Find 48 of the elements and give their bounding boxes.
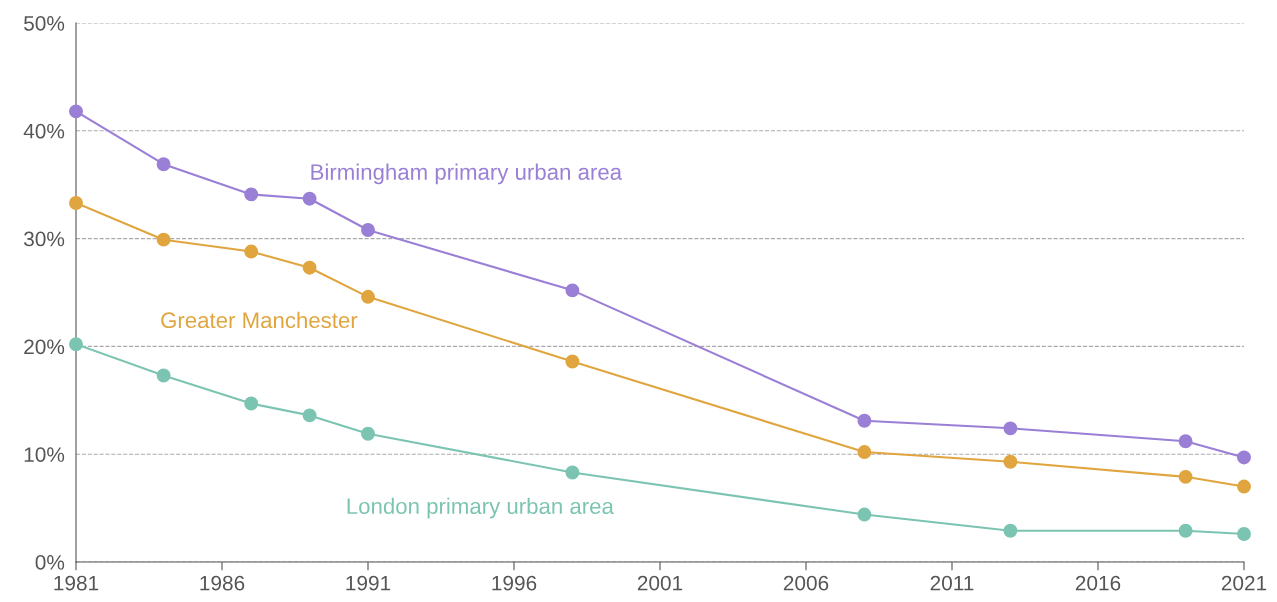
point [1003, 523, 1018, 538]
x-tick-label: 2021 [1221, 575, 1267, 591]
point [302, 191, 317, 206]
point [857, 445, 872, 459]
y-tick-label: 50% [24, 16, 65, 31]
x-tick-label: 2006 [783, 575, 829, 591]
point [1237, 479, 1251, 494]
x-tick-label: 2016 [1075, 575, 1121, 591]
x-tick-label: 2011 [930, 575, 974, 591]
x-tick-label: 1996 [492, 575, 537, 591]
series-label: Greater Manchester [161, 311, 358, 329]
point [857, 507, 872, 522]
point [1237, 527, 1251, 541]
point [1178, 523, 1193, 538]
x-tick-label: 1986 [200, 575, 245, 591]
point [156, 368, 171, 383]
point [69, 196, 83, 210]
point [565, 465, 580, 480]
point [302, 408, 317, 423]
point [1237, 450, 1251, 465]
point [69, 104, 83, 119]
point [1178, 469, 1193, 484]
point [565, 354, 580, 369]
x-tick-label: 2001 [637, 575, 683, 591]
point [1003, 421, 1018, 436]
series-label: Birmingham primary urban area [311, 163, 623, 185]
y-tick-label: 30% [23, 231, 65, 247]
point [156, 157, 171, 172]
point [69, 337, 83, 352]
y-tick-label: 20% [24, 339, 65, 355]
point [1178, 434, 1193, 449]
point [156, 232, 171, 247]
y-tick-label: 10% [24, 447, 65, 462]
point [361, 426, 375, 441]
point [1003, 454, 1018, 469]
point [302, 260, 317, 275]
y-tick-label: 40% [23, 123, 65, 139]
point [565, 283, 580, 298]
x-tick-label: 1981 [54, 575, 99, 591]
series-label: London primary urban area [347, 497, 614, 519]
point [857, 413, 872, 428]
point [361, 223, 375, 237]
point [361, 289, 375, 304]
y-tick-label: 0% [35, 555, 65, 570]
point [244, 396, 259, 411]
x-tick-label: 1991 [346, 575, 391, 591]
point [244, 187, 259, 202]
point [244, 244, 259, 259]
